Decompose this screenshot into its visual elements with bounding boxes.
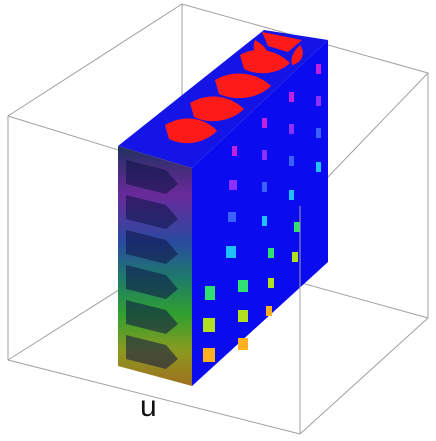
side-chevron-pattern xyxy=(126,160,178,369)
top-red-pattern xyxy=(165,32,303,144)
axis-label-u: u xyxy=(140,390,157,423)
front-cells xyxy=(203,64,321,362)
bounding-box-front xyxy=(7,206,429,435)
